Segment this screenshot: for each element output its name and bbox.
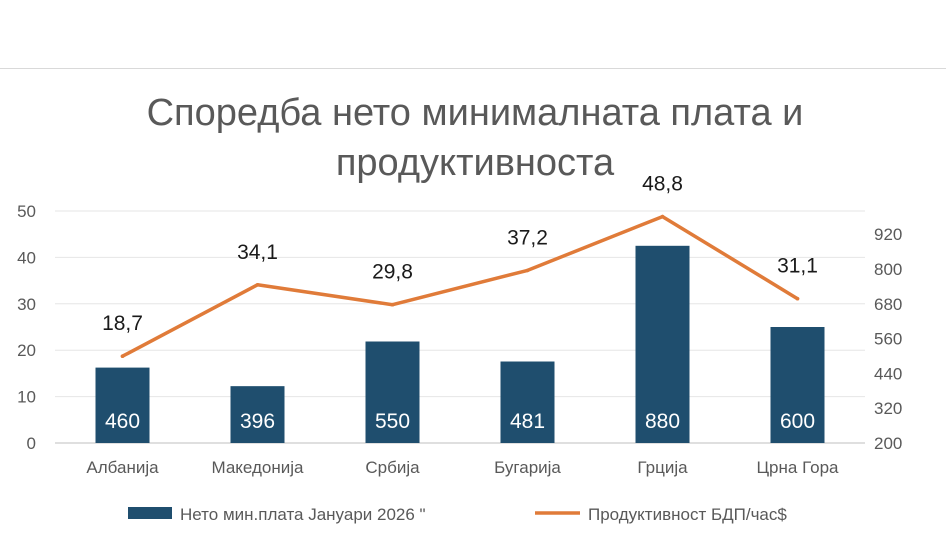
bar: [230, 386, 285, 443]
y-right-tick-label: 920: [874, 225, 902, 244]
line-value-label: 34,1: [237, 241, 278, 264]
line-point: [660, 214, 665, 219]
bar: [635, 245, 690, 443]
top-band: [0, 0, 946, 69]
line-value-label: 29,8: [372, 261, 413, 284]
legend-label-wage: Нето мин.плата Јануари 2026 ": [180, 505, 426, 524]
line-point: [255, 282, 260, 287]
line-point: [120, 354, 125, 359]
y-right-tick-label: 560: [874, 330, 902, 349]
y-left-tick-label: 0: [27, 434, 36, 453]
chart-title: Споредба нето минималната плата и продук…: [146, 92, 804, 184]
bar-value-label: 880: [645, 410, 680, 433]
line-point: [390, 302, 395, 307]
category-label: Македонија: [211, 458, 304, 477]
category-label: Бугарија: [494, 458, 561, 477]
bar: [770, 327, 825, 443]
line-value-label: 37,2: [507, 226, 548, 249]
y-right-tick-label: 200: [874, 434, 902, 453]
line-value-label: 31,1: [777, 255, 818, 278]
y-left-tick-label: 50: [17, 202, 36, 221]
bar-value-label: 396: [240, 410, 275, 433]
category-label: Албанија: [86, 458, 159, 477]
bar-value-label: 550: [375, 410, 410, 433]
category-label: Србија: [365, 458, 420, 477]
bar: [95, 367, 150, 443]
productivity-line: [120, 214, 800, 358]
line-point: [525, 268, 530, 273]
y-right-tick-label: 440: [874, 364, 902, 383]
y-left-tick-label: 40: [17, 248, 36, 267]
category-label: Црна Гора: [756, 458, 839, 477]
bar: [365, 341, 420, 443]
line-point: [795, 296, 800, 301]
y-right-tick-label: 800: [874, 260, 902, 279]
y-left-tick-label: 30: [17, 295, 36, 314]
legend-label-productivity: Продуктивност БДП/час$: [588, 505, 787, 524]
line-value-label: 48,8: [642, 173, 683, 196]
bar-value-label: 600: [780, 410, 815, 433]
y-right-tick-label: 680: [874, 295, 902, 314]
bar: [500, 361, 555, 443]
bar-value-label: 460: [105, 410, 140, 433]
y-right-tick-label: 320: [874, 399, 902, 418]
line-value-label: 18,7: [102, 312, 143, 335]
legend-swatch-bar: [128, 507, 172, 519]
y-left-tick-label: 10: [17, 388, 36, 407]
bar-value-label: 481: [510, 410, 545, 433]
category-label: Грција: [637, 458, 688, 477]
y-left-tick-label: 20: [17, 341, 36, 360]
